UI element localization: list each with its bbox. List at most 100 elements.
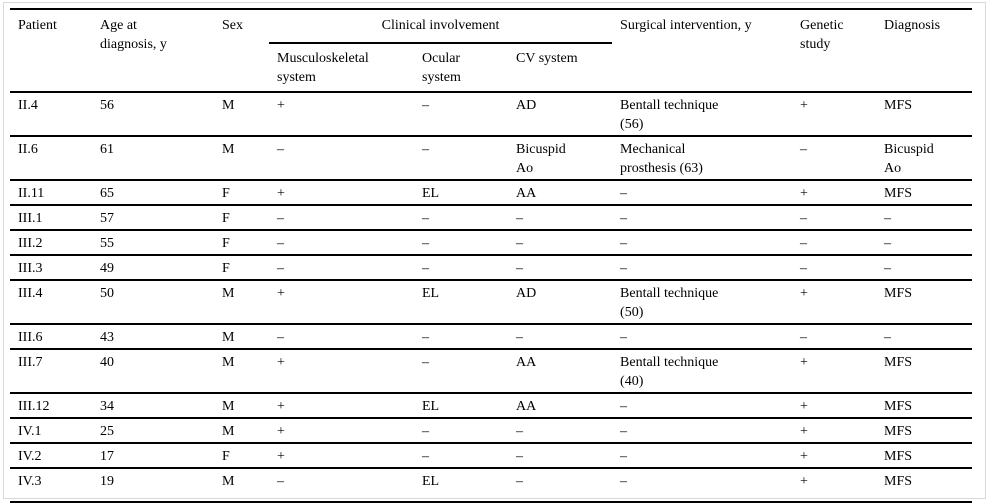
cell-diagnosis: MFS <box>884 474 913 489</box>
cell-diagnosis: MFS <box>884 286 913 301</box>
cell-age: 57 <box>100 211 114 226</box>
cell-diagnosis: MFS <box>884 399 913 414</box>
cell-genetic: – <box>800 261 808 276</box>
cell-cv: – <box>516 211 523 226</box>
cell-age: 25 <box>100 424 114 439</box>
cell-genetic: + <box>800 449 808 464</box>
cell-musculoskeletal: – <box>277 261 284 276</box>
cell-surgical: – <box>620 399 628 414</box>
cell-genetic: – <box>800 330 808 345</box>
cell-genetic: – <box>800 236 808 251</box>
cell-sex: M <box>222 142 235 157</box>
cell-ocular: – <box>422 142 429 157</box>
table-row: III.2 55 F – – – – – – <box>10 230 973 255</box>
cell-sex: M <box>222 424 235 439</box>
col-header-clinical-involvement: Clinical involvement <box>269 9 613 44</box>
cell-patient: III.12 <box>18 399 50 414</box>
cell-diagnosis: MFS <box>884 424 913 439</box>
cell-ocular: – <box>422 449 429 464</box>
cell-age: 34 <box>100 399 114 414</box>
col-header-patient: Patient <box>18 18 57 33</box>
cell-age: 56 <box>100 98 114 113</box>
table-row: II.6 61 M – – Bicuspid Ao Mechanical prosthesi… <box>10 136 973 180</box>
cell-patient: III.3 <box>18 261 43 276</box>
cell-ocular: – <box>422 98 429 113</box>
cell-genetic: + <box>800 355 808 370</box>
cell-musculoskeletal: – <box>277 330 284 345</box>
cell-ocular: EL <box>422 186 440 201</box>
header-row-sub: Musculoskeletal system Ocular system CV … <box>10 43 972 92</box>
cell-surgical: Bentall technique (50) <box>620 286 719 320</box>
cell-musculoskeletal: – <box>277 474 284 489</box>
cell-sex: F <box>222 449 230 464</box>
cell-surgical: – <box>620 330 628 345</box>
cell-sex: M <box>222 399 235 414</box>
col-header-sex: Sex <box>222 18 243 33</box>
cell-musculoskeletal: – <box>277 236 284 251</box>
header-row-main: Patient Age at diagnosis, y Sex Clinical… <box>10 9 972 52</box>
cell-surgical: – <box>620 211 628 226</box>
cell-genetic: – <box>800 211 808 226</box>
table-row: IV.1 25 M + – – – + MFS <box>10 418 973 443</box>
cell-surgical: Bentall technique (40) <box>620 355 719 389</box>
col-header-genetic-study: Genetic study <box>800 18 844 52</box>
cell-surgical: – <box>620 474 628 489</box>
cell-sex: F <box>222 211 230 226</box>
cell-musculoskeletal: – <box>277 142 284 157</box>
cell-surgical: – <box>620 424 628 439</box>
cell-genetic: + <box>800 286 808 301</box>
cell-diagnosis: – <box>884 211 892 226</box>
cell-patient: II.11 <box>18 186 45 201</box>
cell-surgical: – <box>620 261 628 276</box>
col-header-musculoskeletal-system: Musculoskeletal system <box>277 51 369 85</box>
cell-age: 50 <box>100 286 114 301</box>
cell-diagnosis: – <box>884 236 892 251</box>
cell-diagnosis: – <box>884 330 892 345</box>
cell-patient: III.7 <box>18 355 43 370</box>
cell-genetic: + <box>800 186 808 201</box>
cell-musculoskeletal: + <box>277 424 285 439</box>
cell-genetic: + <box>800 424 808 439</box>
cell-cv: – <box>516 474 523 489</box>
cell-ocular: – <box>422 424 429 439</box>
cell-age: 49 <box>100 261 114 276</box>
cell-ocular: – <box>422 355 429 370</box>
cell-age: 61 <box>100 142 114 157</box>
col-header-age-at-diagnosis: Age at diagnosis, y <box>100 18 167 52</box>
cell-surgical: – <box>620 236 628 251</box>
cell-patient: II.4 <box>18 98 38 113</box>
cell-age: 19 <box>100 474 114 489</box>
cell-ocular: EL <box>422 474 440 489</box>
cell-sex: M <box>222 98 235 113</box>
cell-sex: M <box>222 355 235 370</box>
cell-cv: – <box>516 424 523 439</box>
cell-age: 43 <box>100 330 114 345</box>
cell-cv: AA <box>516 186 537 201</box>
cell-age: 17 <box>100 449 114 464</box>
cell-age: 65 <box>100 186 114 201</box>
cell-sex: F <box>222 236 230 251</box>
cell-sex: M <box>222 286 235 301</box>
cell-patient: II.6 <box>18 142 38 157</box>
table-row: III.1 57 F – – – – – – <box>10 205 973 230</box>
col-header-diagnosis: Diagnosis <box>884 18 941 33</box>
cell-patient: III.4 <box>18 286 43 301</box>
cell-surgical: – <box>620 449 628 464</box>
cell-age: 55 <box>100 236 114 251</box>
cell-surgical: Bentall technique (56) <box>620 98 719 132</box>
cell-musculoskeletal: + <box>277 98 285 113</box>
cell-surgical: Mechanical prosthesis (63) <box>620 142 703 176</box>
table-header: Patient Age at diagnosis, y Sex Clinical… <box>10 9 973 92</box>
cell-sex: M <box>222 330 235 345</box>
cell-musculoskeletal: + <box>277 355 285 370</box>
table-row: II.4 56 M + – AD Bentall technique (56) + MFS <box>10 92 973 136</box>
cell-cv: – <box>516 449 523 464</box>
cell-musculoskeletal: + <box>277 399 285 414</box>
cell-cv: AD <box>516 98 537 113</box>
cell-patient: IV.3 <box>18 474 42 489</box>
cell-genetic: + <box>800 98 808 113</box>
cell-patient: IV.2 <box>18 449 42 464</box>
cell-ocular: – <box>422 236 429 251</box>
cell-ocular: – <box>422 261 429 276</box>
cell-cv: – <box>516 236 523 251</box>
